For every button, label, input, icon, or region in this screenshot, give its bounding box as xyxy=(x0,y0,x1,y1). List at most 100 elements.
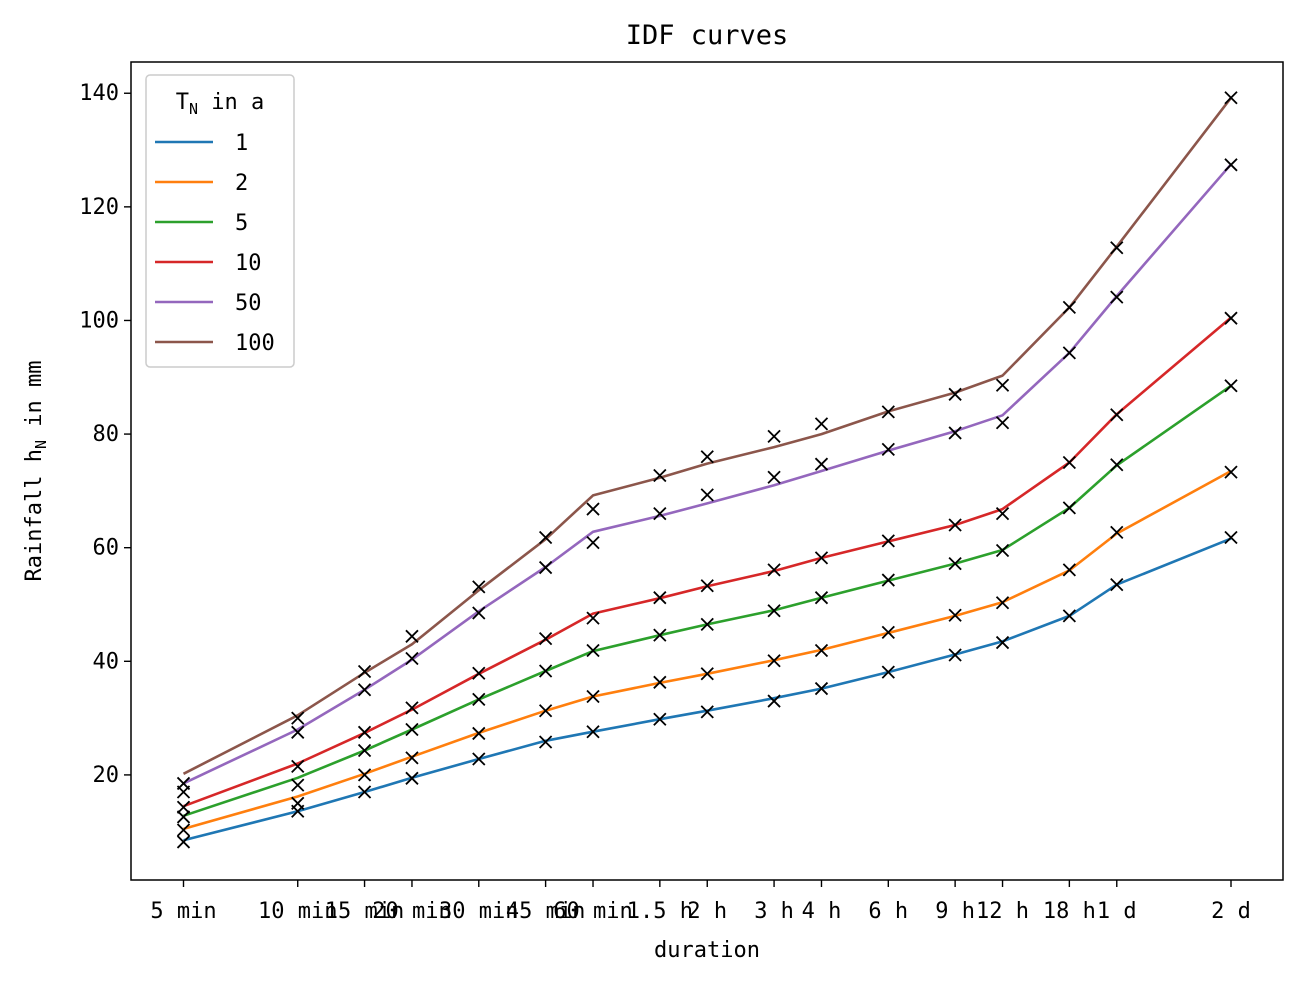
y-axis-label-subscript: N xyxy=(32,440,50,449)
x-tick-label: 15 min xyxy=(325,899,404,924)
series-line-50 xyxy=(182,163,1232,785)
x-tick-label: 6 h xyxy=(868,899,908,924)
data-point-marker xyxy=(653,675,667,689)
data-point-marker xyxy=(948,556,962,571)
data-point-marker xyxy=(1224,311,1238,325)
legend-label-50: 50 xyxy=(235,291,262,316)
data-point-marker xyxy=(1062,346,1076,360)
data-point-marker xyxy=(653,468,667,483)
data-point-marker xyxy=(538,735,553,749)
y-axis-label: Rainfall hN in mm xyxy=(22,361,50,582)
x-tick-label: 60 min xyxy=(553,899,632,924)
x-tick-label: 4 h xyxy=(802,899,842,924)
data-point-marker xyxy=(881,442,895,457)
x-tick-label: 2 d xyxy=(1211,899,1251,924)
data-point-marker xyxy=(472,580,486,594)
y-tick-label: 120 xyxy=(79,195,119,220)
data-point-marker xyxy=(814,681,829,696)
data-point-marker xyxy=(995,635,1010,650)
data-point-marker xyxy=(767,563,781,577)
data-point-marker xyxy=(948,518,962,532)
y-tick-label: 60 xyxy=(93,536,120,561)
y-tick-label: 80 xyxy=(93,422,120,447)
data-point-marker xyxy=(405,629,419,643)
data-point-marker xyxy=(653,506,667,521)
data-point-marker xyxy=(995,506,1010,521)
data-point-marker xyxy=(653,712,667,726)
data-point-marker xyxy=(357,725,372,739)
data-point-marker xyxy=(472,606,486,620)
chart-title: IDF curves xyxy=(626,20,789,51)
data-point-marker xyxy=(405,701,419,715)
data-point-marker xyxy=(1224,158,1238,172)
data-point-marker xyxy=(586,689,600,704)
legend-label-1: 1 xyxy=(235,131,248,156)
data-point-marker xyxy=(767,654,781,668)
y-tick-label: 40 xyxy=(93,649,120,674)
data-point-marker xyxy=(291,796,305,810)
data-point-marker xyxy=(472,666,486,680)
data-point-marker xyxy=(1110,241,1124,255)
data-point-marker xyxy=(538,631,553,646)
data-point-marker xyxy=(948,387,962,401)
x-tick-label: 30 min xyxy=(439,899,518,924)
data-point-marker xyxy=(995,596,1010,610)
data-point-marker xyxy=(405,651,419,666)
x-tick-label: 1.5 h xyxy=(627,899,693,924)
plot-area xyxy=(176,91,1238,849)
data-point-marker xyxy=(1110,525,1124,539)
data-point-marker xyxy=(586,535,600,550)
legend-entries: 1 2 5 10 50 100 xyxy=(155,131,275,356)
series-line-100 xyxy=(182,97,1233,775)
data-point-marker xyxy=(995,416,1010,430)
legend-title-subscript: N xyxy=(189,100,198,118)
data-point-marker xyxy=(405,751,419,765)
data-point-marker xyxy=(1224,465,1238,479)
data-point-marker xyxy=(1062,609,1076,623)
data-point-marker xyxy=(814,643,829,658)
data-point-marker xyxy=(176,810,191,824)
y-tick-label: 20 xyxy=(93,763,120,788)
data-point-marker xyxy=(357,768,372,782)
data-point-marker xyxy=(1224,379,1238,393)
x-tick-label: 1 d xyxy=(1097,899,1137,924)
x-tick-label: 9 h xyxy=(935,899,975,924)
data-point-marker xyxy=(814,591,829,605)
data-point-marker xyxy=(586,725,600,739)
data-point-marker xyxy=(1110,458,1124,472)
data-point-marker xyxy=(881,665,895,679)
data-point-marker xyxy=(700,617,714,632)
legend: TN in a 1 2 5 10 50 100 xyxy=(145,74,295,368)
data-point-marker xyxy=(291,759,305,774)
data-point-marker xyxy=(767,604,781,618)
data-point-marker xyxy=(700,450,714,464)
data-point-marker xyxy=(881,534,895,548)
data-point-marker xyxy=(1062,501,1076,515)
y-tick-label: 100 xyxy=(79,308,119,333)
data-point-marker xyxy=(1110,408,1124,422)
data-point-marker xyxy=(653,628,667,642)
legend-title-main: T xyxy=(176,90,189,115)
data-point-marker xyxy=(700,488,714,502)
x-tick-label: 45 min xyxy=(506,899,585,924)
data-point-marker xyxy=(357,743,372,758)
data-point-marker xyxy=(176,800,191,814)
data-point-marker xyxy=(176,823,191,837)
data-point-marker xyxy=(538,560,553,575)
data-point-marker xyxy=(1062,563,1076,577)
legend-title-suffix: in a xyxy=(198,90,264,115)
data-point-marker xyxy=(357,683,372,697)
data-point-marker xyxy=(881,625,895,639)
legend-label-100: 100 xyxy=(235,331,275,356)
legend-label-2: 2 xyxy=(235,171,248,196)
x-tick-label: 2 h xyxy=(687,899,727,924)
data-point-marker xyxy=(291,711,305,725)
data-point-marker xyxy=(1110,290,1124,304)
data-point-marker xyxy=(176,835,191,849)
legend-label-10: 10 xyxy=(235,251,262,276)
data-point-marker xyxy=(700,705,714,719)
data-point-marker xyxy=(814,457,829,471)
data-point-marker xyxy=(472,726,486,741)
y-axis: 20 40 60 80 100 120 140 xyxy=(79,81,131,788)
